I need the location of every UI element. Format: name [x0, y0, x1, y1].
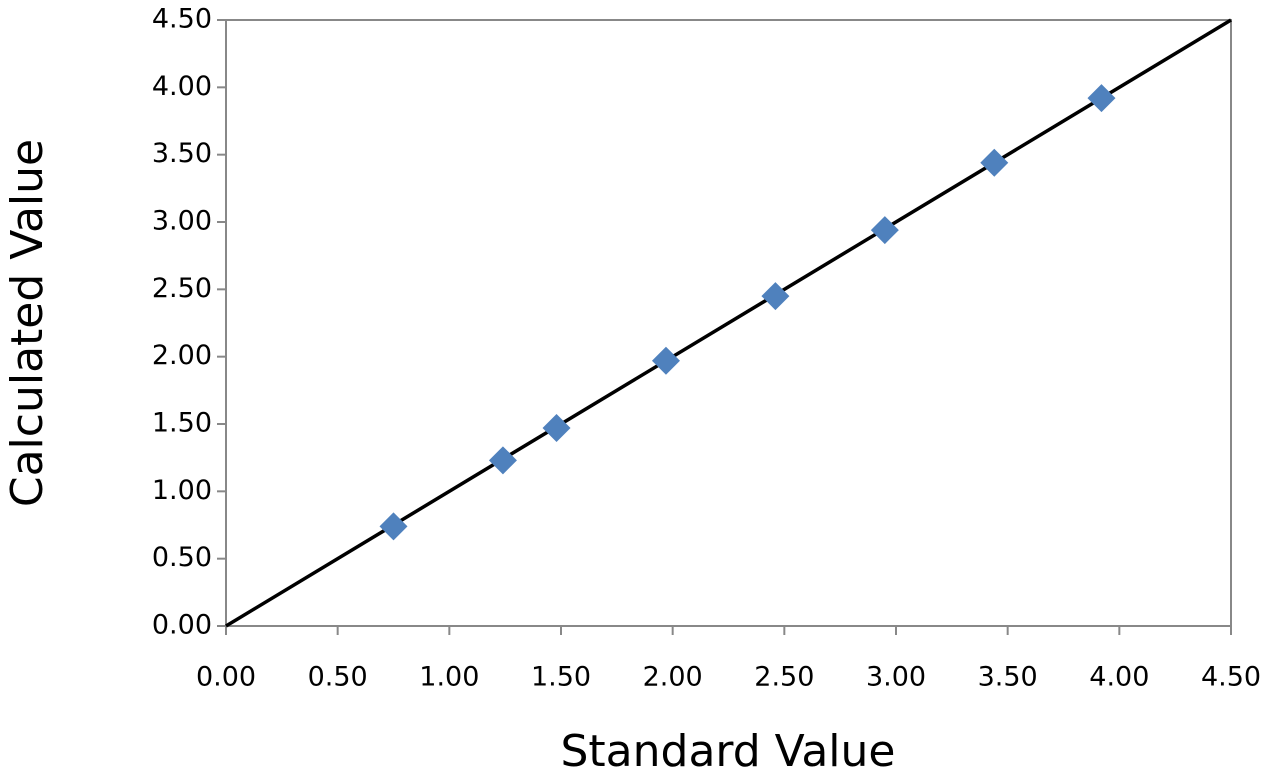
- x-tick-label: 1.00: [419, 662, 479, 693]
- x-tick-label: 4.00: [1089, 662, 1149, 693]
- data-point: [651, 346, 680, 375]
- x-tick-label: 0.00: [196, 662, 256, 693]
- reference-line: [225, 18, 1232, 628]
- data-point: [761, 282, 790, 311]
- x-tick-label: 0.50: [308, 662, 368, 693]
- x-tick-label: 1.50: [531, 662, 591, 693]
- y-tick-label: 3.50: [152, 138, 212, 169]
- x-tick-label: 3.00: [866, 662, 926, 693]
- x-tick-label: 4.50: [1201, 662, 1261, 693]
- y-tick-label: 0.50: [152, 542, 212, 573]
- x-tick-label: 2.50: [754, 662, 814, 693]
- x-tick-label: 2.00: [643, 662, 703, 693]
- x-tick-label: 3.50: [978, 662, 1038, 693]
- data-point: [488, 446, 517, 475]
- x-axis-title: Standard Value: [561, 726, 896, 777]
- data-point: [1087, 84, 1116, 113]
- y-tick-label: 4.50: [152, 4, 212, 35]
- y-tick-label: 0.00: [152, 610, 212, 641]
- data-point: [542, 414, 571, 443]
- y-axis-title: Calculated Value: [2, 139, 53, 507]
- y-tick-label: 4.00: [152, 71, 212, 102]
- y-tick-label: 1.50: [152, 408, 212, 439]
- data-point: [379, 512, 408, 541]
- y-tick-label: 2.00: [152, 340, 212, 371]
- data-point: [870, 216, 899, 245]
- plot-area: [225, 19, 1232, 627]
- y-tick-label: 3.00: [152, 206, 212, 237]
- y-tick-label: 2.50: [152, 273, 212, 304]
- y-tick-label: 1.00: [152, 475, 212, 506]
- data-point: [980, 148, 1009, 177]
